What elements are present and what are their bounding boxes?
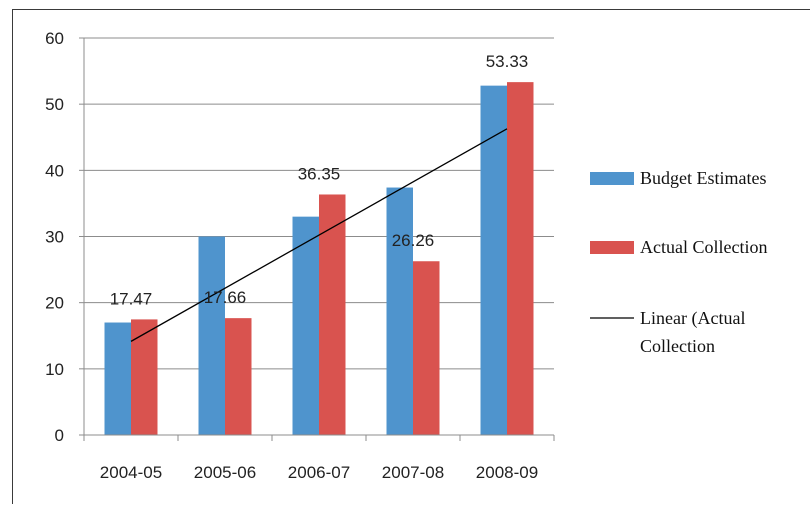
bar-actual: [225, 318, 252, 435]
data-label: 53.33: [486, 52, 529, 71]
y-axis-ticks: 0 10 20 30 40 50 60: [45, 29, 84, 445]
legend-swatch-actual: [590, 241, 634, 254]
legend-label-budget: Budget Estimates: [640, 168, 766, 188]
legend: Budget Estimates Actual Collection Linea…: [590, 168, 767, 356]
chart-frame: [12, 9, 810, 504]
data-label: 17.66: [204, 288, 247, 307]
bar-actual: [319, 194, 346, 435]
y-tick-label: 20: [45, 294, 64, 313]
data-label: 26.26: [392, 231, 435, 250]
x-tick-label: 2008-09: [476, 463, 538, 482]
data-labels: 17.47 17.66 36.35 26.26 53.33: [110, 52, 529, 308]
bar-budget: [386, 187, 413, 435]
data-label: 17.47: [110, 289, 153, 308]
bar-budget: [198, 236, 225, 435]
bar-actual: [507, 82, 534, 435]
bar-budget: [292, 216, 319, 435]
x-tick-label: 2007-08: [382, 463, 444, 482]
legend-label-trend: Linear (Actual Collection: [640, 308, 750, 356]
data-label: 36.35: [298, 164, 341, 183]
legend-swatch-budget: [590, 172, 634, 185]
bars: [104, 82, 534, 435]
y-tick-label: 0: [55, 426, 64, 445]
bar-actual: [413, 261, 440, 435]
y-tick-label: 50: [45, 95, 64, 114]
y-tick-label: 30: [45, 228, 64, 247]
trendline: [130, 128, 508, 342]
y-tick-label: 10: [45, 360, 64, 379]
x-tick-label: 2005-06: [194, 463, 256, 482]
y-tick-label: 60: [45, 29, 64, 48]
bar-budget: [104, 322, 131, 435]
y-tick-label: 40: [45, 161, 64, 180]
x-axis-ticks: 2004-05 2005-06 2006-07 2007-08 2008-09: [83, 435, 555, 482]
legend-label-trend-line1: Linear (Actual: [640, 308, 745, 329]
bar-actual: [131, 319, 158, 435]
legend-label-actual: Actual Collection: [640, 237, 767, 257]
legend-label-trend-line2: Collection: [640, 336, 715, 356]
trendline-group: [130, 128, 508, 342]
x-tick-label: 2004-05: [100, 463, 162, 482]
bar-budget: [480, 85, 507, 435]
x-tick-label: 2006-07: [288, 463, 350, 482]
